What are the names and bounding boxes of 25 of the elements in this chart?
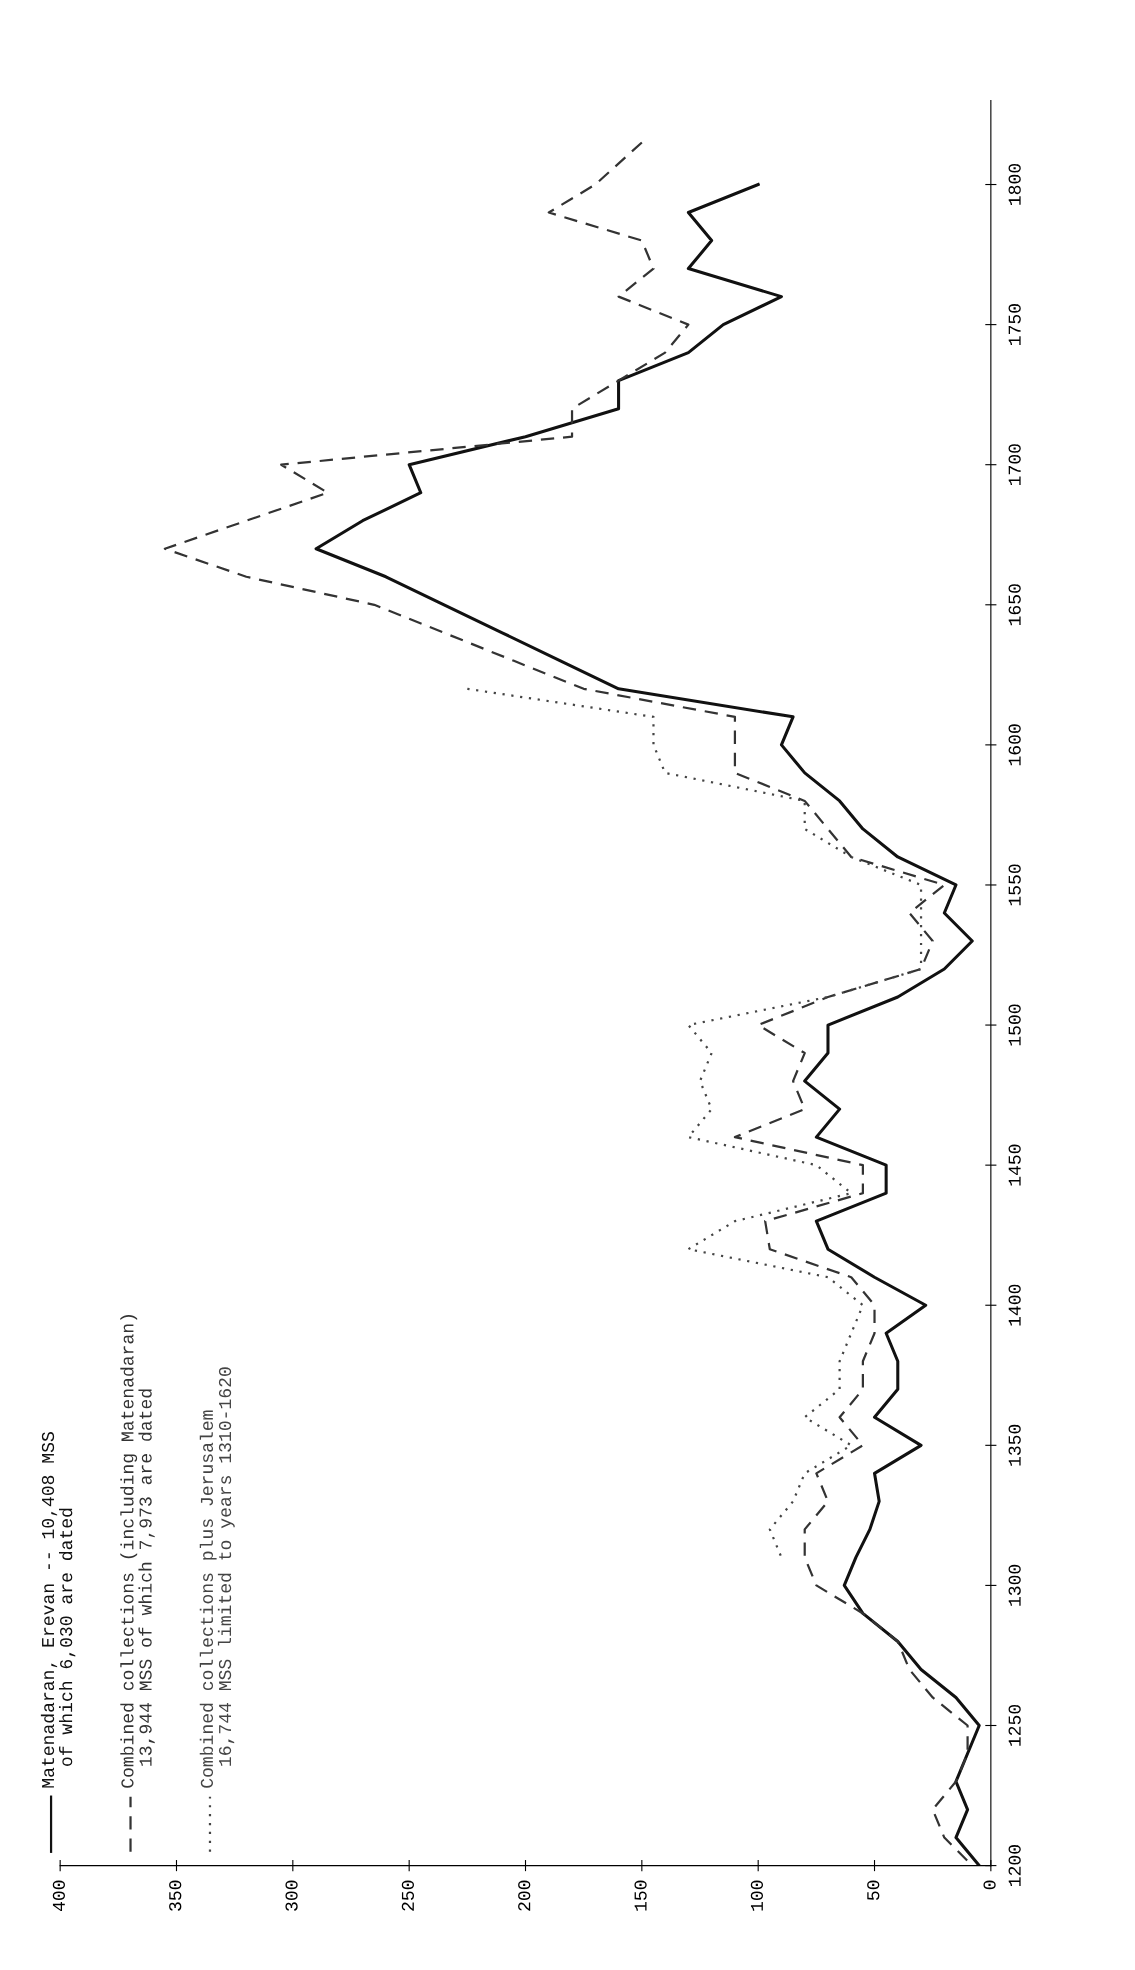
x-tick-label: 250 <box>401 1880 415 1911</box>
y-tick-label: 1550 <box>1008 864 1021 906</box>
y-tick-label: 1500 <box>1008 1004 1021 1046</box>
x-tick-label: 400 <box>52 1880 65 1912</box>
x-tick-label: 300 <box>285 1880 298 1911</box>
text: Matenadaran, Erevan -- 10,408 MSS of which 6,030 are dated <box>40 1432 76 1788</box>
text: Combined collections (including Matenadaran) 13,944 MSS of which 7,973 are dated <box>120 1315 155 1788</box>
y-tick-label: 1800 <box>1008 163 1021 205</box>
x-tick-label: 150 <box>634 1880 647 1911</box>
text: Combined collections plus Jerusalem 16,744 MSS limited to years 1310-1620 <box>199 1367 235 1788</box>
y-tick-label: 1300 <box>1008 1564 1021 1606</box>
y-tick-label: 1350 <box>1008 1424 1021 1466</box>
y-tick-label: 1250 <box>1008 1704 1021 1746</box>
x-tick-label: 350 <box>169 1880 182 1911</box>
y-tick-label: 1700 <box>1008 444 1021 486</box>
x-tick-label: 200 <box>518 1880 531 1911</box>
y-tick-label: 1450 <box>1008 1144 1021 1186</box>
x-tick-label: 0 <box>983 1880 996 1890</box>
y-tick-label: 1400 <box>1008 1284 1021 1326</box>
y-tick-label: 1200 <box>1008 1845 1021 1886</box>
y-tick-label: 1750 <box>1008 304 1021 345</box>
y-tick-label: 1600 <box>1008 724 1021 766</box>
x-tick-label: 50 <box>867 1880 880 1901</box>
x-tick-label: 100 <box>750 1880 764 1911</box>
y-tick-label: 1650 <box>1008 584 1021 626</box>
